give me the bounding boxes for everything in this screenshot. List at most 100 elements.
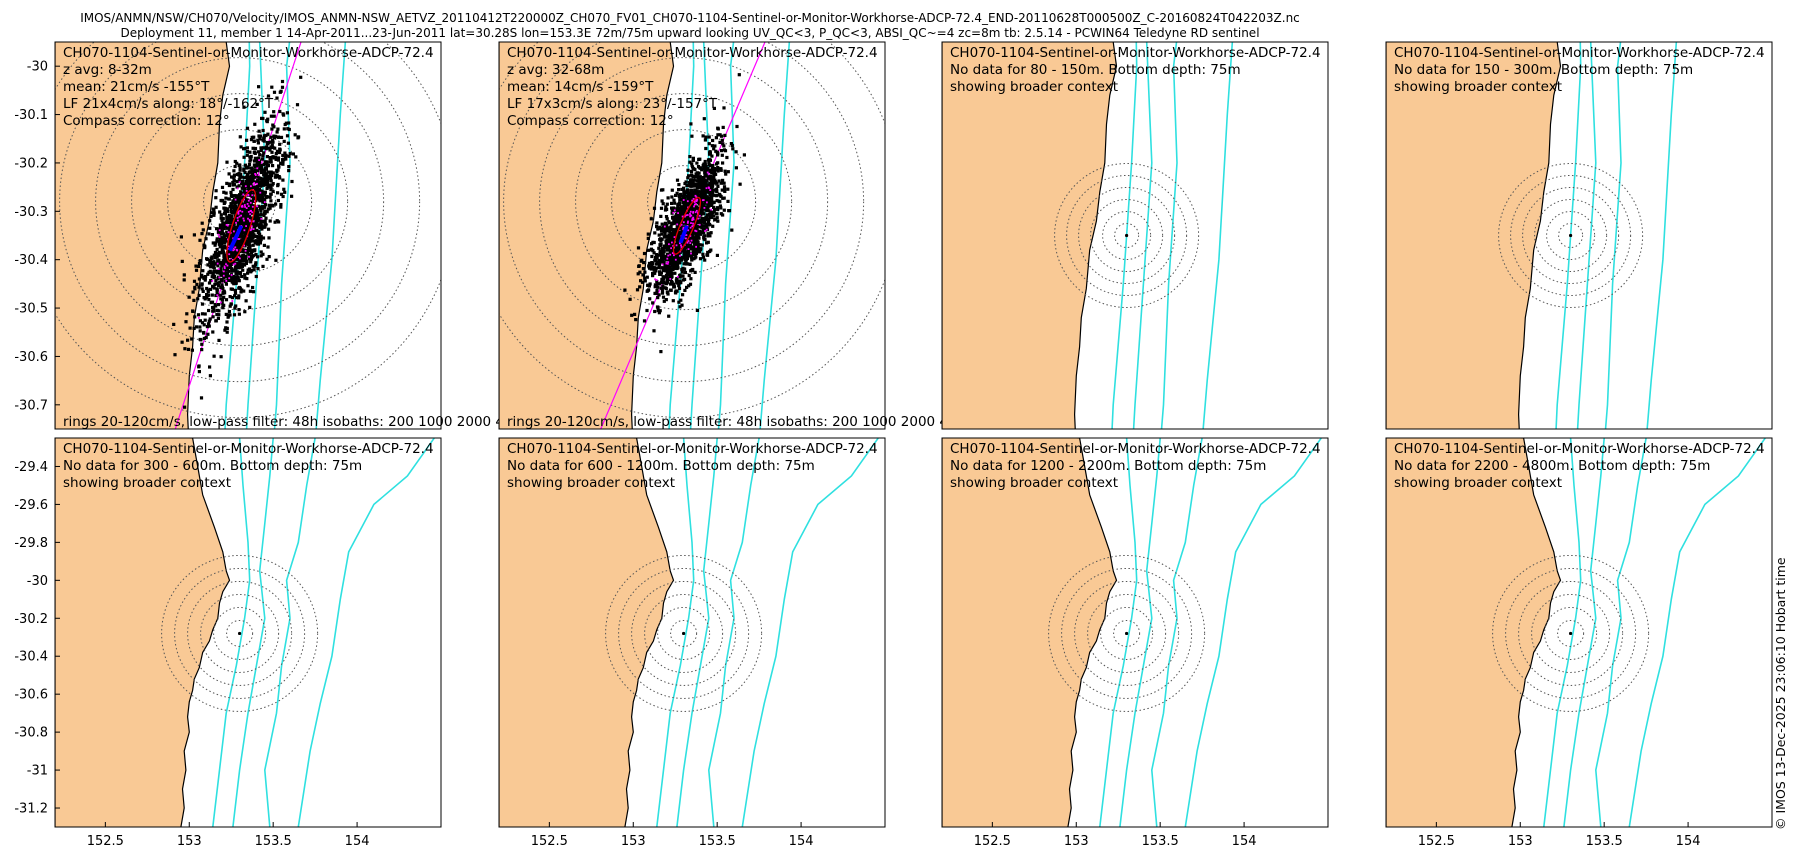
velocity-point	[287, 169, 291, 173]
velocity-point	[256, 161, 260, 166]
velocity-point	[712, 167, 717, 171]
velocity-point	[258, 181, 262, 185]
velocity-point	[637, 264, 641, 268]
velocity-point	[663, 223, 668, 227]
velocity-point	[657, 262, 662, 267]
velocity-point	[225, 231, 230, 235]
x-tick-label: 154	[1232, 834, 1257, 849]
velocity-point	[253, 226, 257, 230]
velocity-point	[706, 201, 710, 205]
velocity-point	[694, 206, 698, 210]
velocity-point	[240, 179, 245, 183]
velocity-point	[707, 135, 711, 139]
velocity-point	[687, 230, 691, 234]
velocity-point	[244, 215, 248, 219]
panel-label-line-4: LF 17x3cm/s along: 23°/-157°T	[507, 96, 718, 112]
velocity-point	[192, 279, 197, 283]
velocity-point	[712, 210, 716, 214]
velocity-point	[261, 191, 265, 195]
velocity-point	[212, 266, 216, 270]
velocity-point	[692, 212, 696, 216]
velocity-point	[246, 268, 250, 272]
velocity-point	[702, 228, 706, 232]
land-area	[1386, 438, 1562, 827]
velocity-point	[280, 85, 285, 89]
low-pass-point	[247, 194, 250, 197]
velocity-point	[276, 156, 281, 160]
low-pass-point	[654, 278, 656, 281]
velocity-point	[684, 240, 688, 244]
low-pass-point	[226, 224, 229, 227]
velocity-point	[234, 304, 238, 308]
velocity-point	[691, 175, 695, 179]
velocity-point	[255, 192, 260, 196]
low-pass-point	[686, 225, 689, 227]
velocity-point	[285, 134, 290, 138]
velocity-point	[256, 219, 260, 223]
velocity-point	[208, 287, 213, 291]
velocity-point	[264, 167, 268, 171]
velocity-point	[279, 192, 284, 196]
velocity-point	[225, 160, 229, 164]
velocity-point	[687, 242, 691, 246]
velocity-point	[240, 221, 244, 225]
low-pass-point	[674, 258, 677, 261]
velocity-point	[669, 239, 673, 243]
low-pass-point	[232, 237, 235, 240]
velocity-point	[711, 178, 715, 182]
velocity-point	[721, 161, 725, 165]
y-tick-label: -30.5	[14, 302, 48, 317]
velocity-point	[296, 136, 300, 140]
velocity-point	[704, 135, 708, 139]
low-pass-point	[690, 239, 693, 242]
velocity-point	[642, 319, 647, 323]
velocity-point	[198, 325, 202, 329]
velocity-point	[708, 249, 712, 254]
velocity-point	[703, 167, 707, 171]
velocity-point	[713, 207, 717, 211]
low-pass-point	[695, 230, 698, 233]
velocity-point	[223, 240, 227, 244]
velocity-point	[705, 179, 709, 183]
ring-40cm	[1546, 211, 1596, 260]
velocity-point	[706, 250, 710, 254]
velocity-point	[691, 267, 695, 272]
velocity-point	[255, 184, 259, 189]
velocity-point	[723, 187, 727, 191]
velocity-point	[674, 278, 678, 282]
velocity-point	[209, 265, 213, 269]
panel-label-line-1: CH070-1104-Sentinel-or-Monitor-Workhorse…	[950, 441, 1321, 457]
velocity-point	[711, 138, 715, 143]
velocity-point	[207, 324, 211, 328]
velocity-point	[710, 198, 714, 202]
low-pass-point	[679, 254, 681, 257]
velocity-point	[234, 281, 238, 285]
velocity-point	[675, 280, 679, 284]
velocity-point	[687, 245, 691, 249]
velocity-point	[707, 142, 711, 146]
low-pass-point	[243, 229, 246, 232]
velocity-point	[237, 279, 241, 283]
low-pass-point	[236, 217, 239, 219]
low-pass-point	[685, 237, 687, 240]
velocity-point	[259, 207, 263, 211]
velocity-point	[241, 195, 245, 199]
velocity-point	[263, 209, 267, 213]
velocity-point	[646, 232, 650, 236]
velocity-point	[270, 173, 274, 177]
low-pass-point	[689, 242, 692, 244]
velocity-point	[210, 293, 214, 297]
velocity-point	[267, 227, 271, 231]
velocity-point	[245, 175, 249, 179]
velocity-point	[719, 149, 724, 153]
velocity-point	[232, 197, 237, 202]
velocity-point	[215, 252, 219, 256]
velocity-point	[661, 295, 666, 299]
velocity-point	[243, 257, 247, 261]
velocity-point	[235, 161, 239, 165]
velocity-point	[231, 254, 235, 258]
velocity-point	[685, 285, 689, 289]
velocity-point	[660, 254, 664, 258]
velocity-point	[670, 188, 674, 192]
velocity-point	[242, 230, 246, 235]
